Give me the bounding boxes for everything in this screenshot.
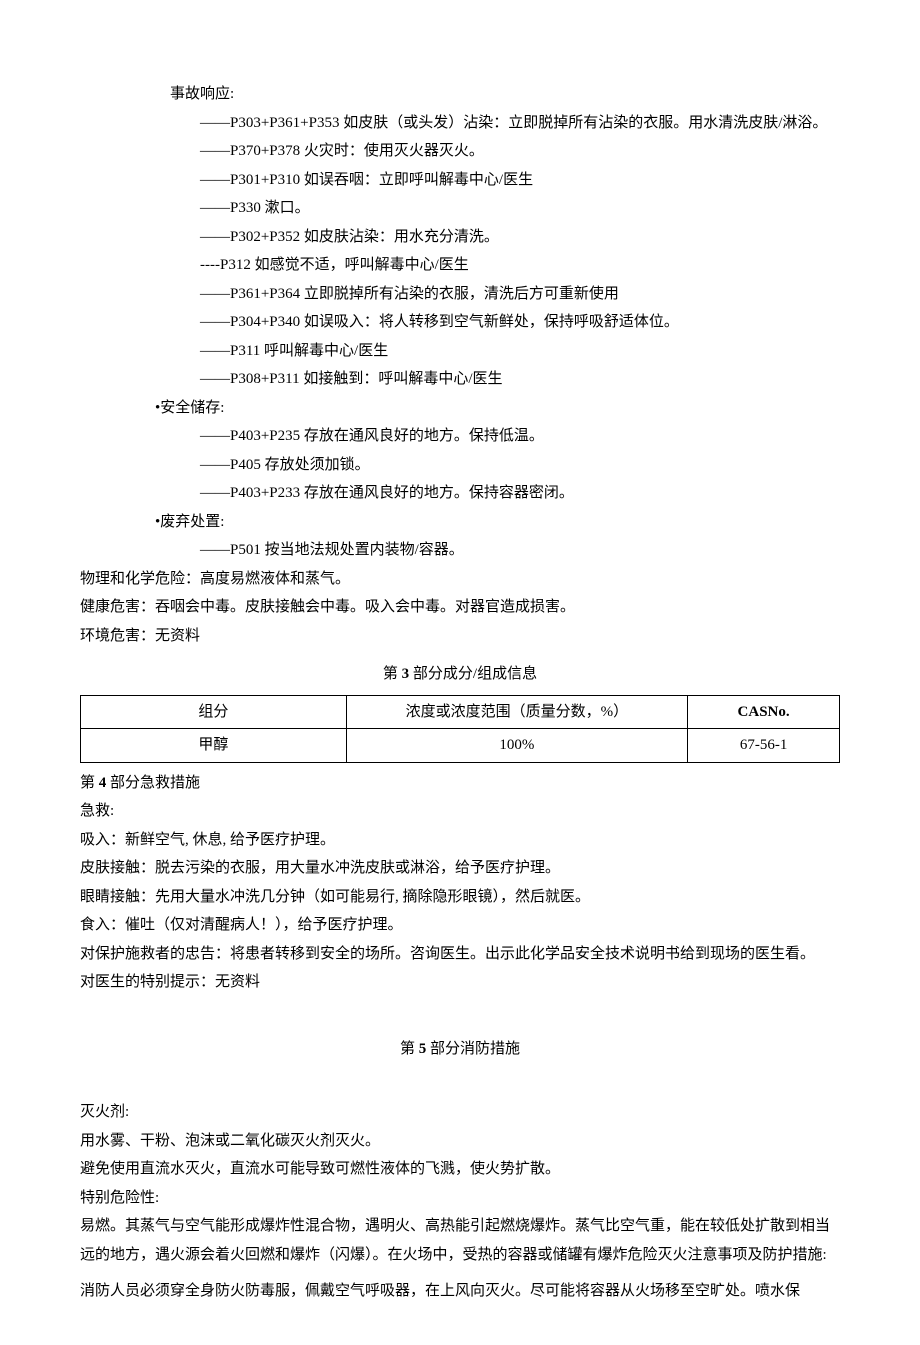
env-hazard: 环境危害：无资料 bbox=[80, 622, 840, 651]
section4-line: 食入：催吐（仅对清醒病人！），给予医疗护理。 bbox=[80, 911, 840, 940]
section-prefix: 第 bbox=[383, 666, 402, 682]
col-component: 组分 bbox=[81, 695, 347, 729]
incident-item: ——P301+P310 如误吞咽：立即呼叫解毒中心/医生 bbox=[200, 166, 840, 195]
cell-cas: 67-56-1 bbox=[688, 729, 840, 763]
section-suffix: 部分成分/组成信息 bbox=[409, 666, 537, 682]
incident-item: ——P308+P311 如接触到：呼叫解毒中心/医生 bbox=[200, 365, 840, 394]
section-prefix: 第 bbox=[80, 775, 99, 791]
section5-line: 避免使用直流水灭火，直流水可能导致可燃性液体的飞溅，使火势扩散。 bbox=[80, 1155, 840, 1184]
incident-item: ——P370+P378 火灾时：使用灭火器灭火。 bbox=[200, 137, 840, 166]
section4-line: 急救: bbox=[80, 797, 840, 826]
section4-line: 眼睛接触：先用大量水冲洗几分钟（如可能易行, 摘除隐形眼镜），然后就医。 bbox=[80, 883, 840, 912]
health-hazard: 健康危害：吞咽会中毒。皮肤接触会中毒。吸入会中毒。对器官造成损害。 bbox=[80, 593, 840, 622]
table-header-row: 组分 浓度或浓度范围（质量分数，%） CASNo. bbox=[81, 695, 840, 729]
storage-item: ——P403+P233 存放在通风良好的地方。保持容器密闭。 bbox=[200, 479, 840, 508]
composition-table: 组分 浓度或浓度范围（质量分数，%） CASNo. 甲醇 100% 67-56-… bbox=[80, 695, 840, 763]
section4-line: 皮肤接触：脱去污染的衣服，用大量水冲洗皮肤或淋浴，给予医疗护理。 bbox=[80, 854, 840, 883]
incident-item: ——P304+P340 如误吸入：将人转移到空气新鲜处，保持呼吸舒适体位。 bbox=[200, 308, 840, 337]
section4-line: 吸入：新鲜空气, 休息, 给予医疗护理。 bbox=[80, 826, 840, 855]
incident-item: ——P361+P364 立即脱掉所有沾染的衣服，清洗后方可重新使用 bbox=[200, 280, 840, 309]
incident-item: ——P311 呼叫解毒中心/医生 bbox=[200, 337, 840, 366]
col-concentration: 浓度或浓度范围（质量分数，%） bbox=[346, 695, 688, 729]
cell-component: 甲醇 bbox=[81, 729, 347, 763]
section5-line: 易燃。其蒸气与空气能形成爆炸性混合物，遇明火、高热能引起燃烧爆炸。蒸气比空气重，… bbox=[80, 1212, 840, 1269]
disposal-header: •废弃处置: bbox=[155, 508, 840, 537]
section4-line: 对医生的特别提示：无资料 bbox=[80, 968, 840, 997]
physical-hazard: 物理和化学危险：高度易燃液体和蒸气。 bbox=[80, 565, 840, 594]
incident-item: ----P312 如感觉不适，呼叫解毒中心/医生 bbox=[200, 251, 840, 280]
table-row: 甲醇 100% 67-56-1 bbox=[81, 729, 840, 763]
section5-line: 用水雾、干粉、泡沫或二氧化碳灭火剂灭火。 bbox=[80, 1127, 840, 1156]
section5-line: 灭火剂: bbox=[80, 1098, 840, 1127]
section-prefix: 第 bbox=[400, 1041, 419, 1057]
incident-item: ——P303+P361+P353 如皮肤（或头发）沾染：立即脱掉所有沾染的衣服。… bbox=[200, 109, 840, 138]
section-suffix: 部分消防措施 bbox=[426, 1041, 520, 1057]
col-cas: CASNo. bbox=[688, 695, 840, 729]
storage-header: •安全储存: bbox=[155, 394, 840, 423]
section-suffix: 部分急救措施 bbox=[106, 775, 200, 791]
storage-item: ——P405 存放处须加锁。 bbox=[200, 451, 840, 480]
section5-line: 特别危险性: bbox=[80, 1184, 840, 1213]
section-4-title: 第 4 部分急救措施 bbox=[80, 769, 840, 798]
section-5-title: 第 5 部分消防措施 bbox=[80, 1035, 840, 1064]
section4-line: 对保护施救者的忠告：将患者转移到安全的场所。咨询医生。出示此化学品安全技术说明书… bbox=[80, 940, 840, 969]
incident-item: ——P302+P352 如皮肤沾染：用水充分清洗。 bbox=[200, 223, 840, 252]
incident-response-header: 事故响应: bbox=[170, 80, 840, 109]
incident-item: ——P330 漱口。 bbox=[200, 194, 840, 223]
storage-item: ——P403+P235 存放在通风良好的地方。保持低温。 bbox=[200, 422, 840, 451]
disposal-item: ——P501 按当地法规处置内装物/容器。 bbox=[200, 536, 840, 565]
cell-concentration: 100% bbox=[346, 729, 688, 763]
section-3-title: 第 3 部分成分/组成信息 bbox=[80, 660, 840, 689]
